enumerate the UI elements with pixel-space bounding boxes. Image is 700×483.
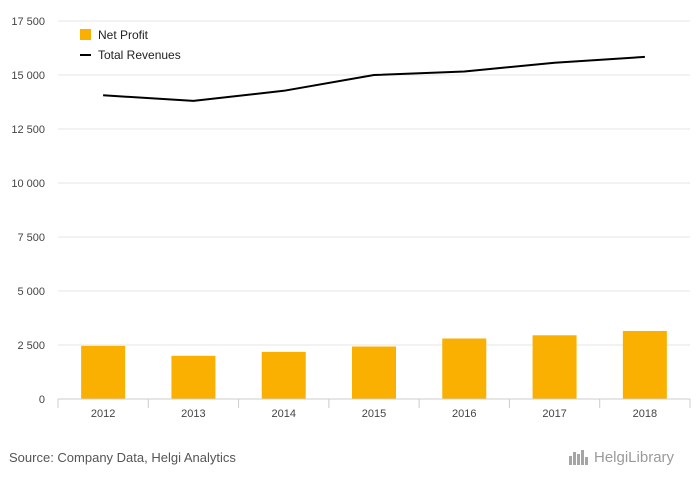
y-tick-label: 0 <box>39 394 45 406</box>
y-tick-label: 2 500 <box>17 340 45 352</box>
legend-label-total-revenues: Total Revenues <box>98 48 181 62</box>
combo-chart: 0 2 500 5 000 7 500 10 000 12 500 15 000 17 500… <box>11 16 691 420</box>
brand-logo[interactable]: HelgiLibrary <box>568 448 674 466</box>
y-tick-label: 7 500 <box>17 232 45 244</box>
bar-net-profit[interactable] <box>442 338 487 399</box>
y-tick-label: 12 500 <box>11 124 45 136</box>
x-axis: 2012 2013 2014 2015 2016 2017 2018 <box>57 398 691 420</box>
x-tick-label: 2013 <box>181 408 205 420</box>
total-revenues-line-group <box>103 55 645 102</box>
bar-net-profit[interactable] <box>171 355 216 399</box>
y-tick-label: 15 000 <box>11 70 45 82</box>
legend-swatch-net-profit <box>80 29 91 40</box>
helgi-library-icon <box>569 450 588 465</box>
legend-item-net-profit[interactable]: Net Profit <box>80 28 149 42</box>
brand-name: HelgiLibrary <box>594 448 675 466</box>
gridlines <box>58 20 690 346</box>
x-tick-label: 2012 <box>91 408 115 420</box>
x-tick-label: 2016 <box>452 408 476 420</box>
x-tick-label: 2018 <box>633 408 657 420</box>
source-note: Source: Company Data, Helgi Analytics <box>9 450 236 465</box>
legend: Net Profit Total Revenues <box>80 28 181 62</box>
bar-net-profit[interactable] <box>622 330 667 399</box>
legend-item-total-revenues[interactable]: Total Revenues <box>80 48 181 62</box>
bar-net-profit[interactable] <box>261 351 306 399</box>
y-tick-label: 10 000 <box>11 178 45 190</box>
net-profit-bars <box>81 330 667 399</box>
y-tick-label: 5 000 <box>17 286 45 298</box>
bar-net-profit[interactable] <box>532 335 577 399</box>
y-tick-label: 17 500 <box>11 16 45 28</box>
bar-net-profit[interactable] <box>81 345 126 399</box>
x-tick-label: 2017 <box>542 408 566 420</box>
y-axis-ticks: 0 2 500 5 000 7 500 10 000 12 500 15 000 17 500 <box>11 16 45 406</box>
line-total-revenues[interactable] <box>103 55 645 102</box>
legend-label-net-profit: Net Profit <box>98 28 149 42</box>
bar-net-profit[interactable] <box>352 346 396 399</box>
x-tick-label: 2014 <box>271 408 295 420</box>
x-tick-label: 2015 <box>362 408 386 420</box>
